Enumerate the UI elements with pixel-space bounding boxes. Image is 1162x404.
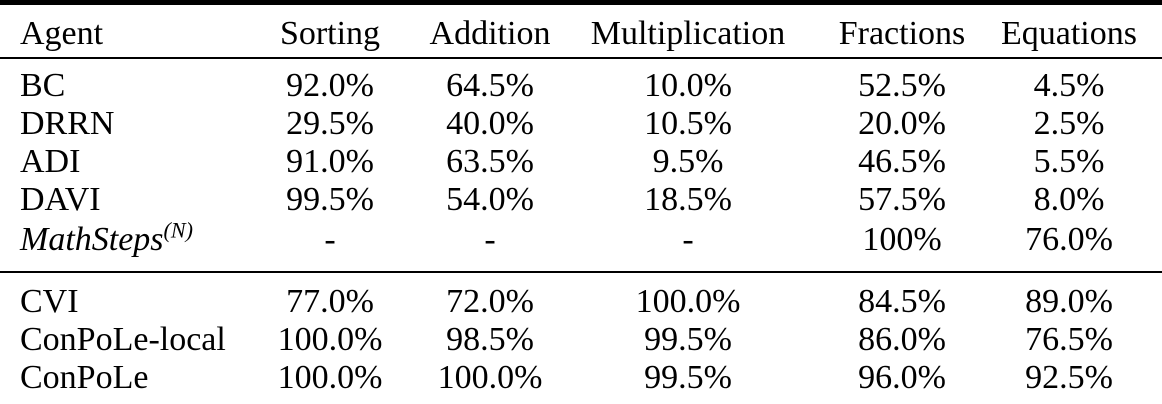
table-row-davi: DAVI 99.5% 54.0% 18.5% 57.5% 8.0% bbox=[0, 181, 1162, 219]
value-cell: 96.0% bbox=[858, 359, 946, 396]
value-cell: 2.5% bbox=[1033, 105, 1105, 142]
agent-cell: CVI bbox=[20, 283, 79, 320]
col-header-sorting: Sorting bbox=[279, 15, 381, 52]
value-cell: 4.5% bbox=[1033, 67, 1105, 104]
value-cell: 84.5% bbox=[858, 283, 946, 320]
value-cell: 100.0% bbox=[437, 359, 543, 396]
col-header-multiplication: Multiplication bbox=[590, 15, 786, 52]
value-cell: 52.5% bbox=[858, 67, 946, 104]
agent-name-italic: MathSteps bbox=[20, 221, 164, 258]
value-cell: 29.5% bbox=[286, 105, 374, 142]
table-row-drrn: DRRN 29.5% 40.0% 10.5% 20.0% 2.5% bbox=[0, 105, 1162, 143]
value-cell: 54.0% bbox=[446, 181, 534, 218]
agent-cell: DAVI bbox=[20, 181, 101, 218]
value-cell: 86.0% bbox=[858, 321, 946, 358]
value-cell: 92.0% bbox=[286, 67, 374, 104]
value-cell: 9.5% bbox=[652, 143, 724, 180]
table-row-conpole-local: ConPoLe-local 100.0% 98.5% 99.5% 86.0% 7… bbox=[0, 321, 1162, 359]
value-cell: 8.0% bbox=[1033, 181, 1105, 218]
value-cell: 10.0% bbox=[644, 67, 732, 104]
value-cell: 72.0% bbox=[446, 283, 534, 320]
value-cell: 92.5% bbox=[1025, 359, 1113, 396]
value-cell: 98.5% bbox=[446, 321, 534, 358]
value-cell: 57.5% bbox=[858, 181, 946, 218]
agent-cell: BC bbox=[20, 67, 66, 104]
value-cell: 40.0% bbox=[446, 105, 534, 142]
table-row-conpole: ConPoLe 100.0% 100.0% 99.5% 96.0% 92.5% bbox=[0, 359, 1162, 404]
proposed-agents-group: CVI 77.0% 72.0% 100.0% 84.5% 89.0% ConPo… bbox=[0, 272, 1162, 404]
value-cell: 91.0% bbox=[286, 143, 374, 180]
value-cell: 64.5% bbox=[446, 67, 534, 104]
value-cell: 99.5% bbox=[286, 181, 374, 218]
col-header-equations: Equations bbox=[1001, 15, 1137, 52]
table-header: Agent Sorting Addition Multiplication Fr… bbox=[0, 3, 1162, 58]
agent-superscript: (N) bbox=[163, 217, 193, 243]
value-cell: 18.5% bbox=[644, 181, 732, 218]
value-cell: - bbox=[324, 221, 336, 258]
value-cell: 76.5% bbox=[1025, 321, 1113, 358]
value-cell: 10.5% bbox=[644, 105, 732, 142]
agent-cell: ConPoLe-local bbox=[20, 321, 226, 358]
value-cell: 99.5% bbox=[644, 359, 732, 396]
baseline-agents-group: BC 92.0% 64.5% 10.0% 52.5% 4.5% DRRN 29.… bbox=[0, 58, 1162, 272]
value-cell: 77.0% bbox=[286, 283, 374, 320]
value-cell: - bbox=[484, 221, 496, 258]
agent-cell: MathSteps(N) bbox=[0, 219, 252, 272]
table-row-bc: BC 92.0% 64.5% 10.0% 52.5% 4.5% bbox=[0, 58, 1162, 105]
value-cell: - bbox=[682, 221, 694, 258]
agent-cell: DRRN bbox=[20, 105, 115, 142]
value-cell: 99.5% bbox=[644, 321, 732, 358]
value-cell: 5.5% bbox=[1033, 143, 1105, 180]
value-cell: 20.0% bbox=[858, 105, 946, 142]
value-cell: 46.5% bbox=[858, 143, 946, 180]
table-row-mathsteps: MathSteps(N) - - - 100% 76.0% bbox=[0, 219, 1162, 272]
header-row: Agent Sorting Addition Multiplication Fr… bbox=[0, 3, 1162, 58]
agent-cell: ADI bbox=[20, 143, 81, 180]
table-row-cvi: CVI 77.0% 72.0% 100.0% 84.5% 89.0% bbox=[0, 272, 1162, 321]
col-header-fractions: Fractions bbox=[838, 15, 966, 52]
value-cell: 76.0% bbox=[1025, 221, 1113, 258]
value-cell: 100.0% bbox=[277, 359, 383, 396]
value-cell: 89.0% bbox=[1025, 283, 1113, 320]
value-cell: 100.0% bbox=[635, 283, 741, 320]
value-cell: 100% bbox=[862, 221, 942, 258]
col-header-agent: Agent bbox=[20, 15, 104, 52]
value-cell: 63.5% bbox=[446, 143, 534, 180]
value-cell: 100.0% bbox=[277, 321, 383, 358]
col-header-addition: Addition bbox=[429, 15, 551, 52]
agent-cell: ConPoLe bbox=[20, 359, 149, 396]
table-row-adi: ADI 91.0% 63.5% 9.5% 46.5% 5.5% bbox=[0, 143, 1162, 181]
